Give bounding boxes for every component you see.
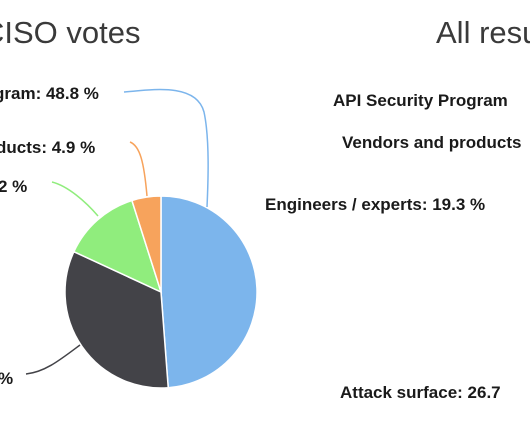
- pie-ciso: [64, 195, 258, 389]
- slice-label-engineers: 2 %: [0, 177, 27, 196]
- pie-slice-api-security-program: [160, 195, 258, 389]
- connector-vendors: [129, 141, 148, 197]
- slice-label-api-security: gram: 48.8 %: [0, 84, 99, 103]
- connectors-ciso: [25, 88, 209, 375]
- connector-attack-surface: [25, 344, 81, 375]
- slice-label-right-attack-surface: Attack surface: 26.7: [340, 383, 501, 402]
- chart-title-all-results: All results: [436, 15, 530, 50]
- pie-slice-attack-surface: [64, 250, 170, 389]
- chart-title-ciso: CISO votes: [0, 15, 141, 50]
- connector-engineers: [51, 181, 99, 217]
- connector-api-security: [123, 88, 209, 208]
- slice-label-attack-surface: %: [0, 369, 13, 388]
- pie-slice-engineers-experts: [72, 199, 163, 294]
- slice-label-right-engineers: Engineers / experts: 19.3 %: [265, 195, 485, 214]
- pie-slice-vendors-and-products: [130, 195, 162, 293]
- slice-label-right-api-security: API Security Program: [333, 91, 508, 110]
- slice-label-right-vendors: Vendors and products: [342, 133, 521, 152]
- slice-label-vendors: ducts: 4.9 %: [0, 138, 95, 157]
